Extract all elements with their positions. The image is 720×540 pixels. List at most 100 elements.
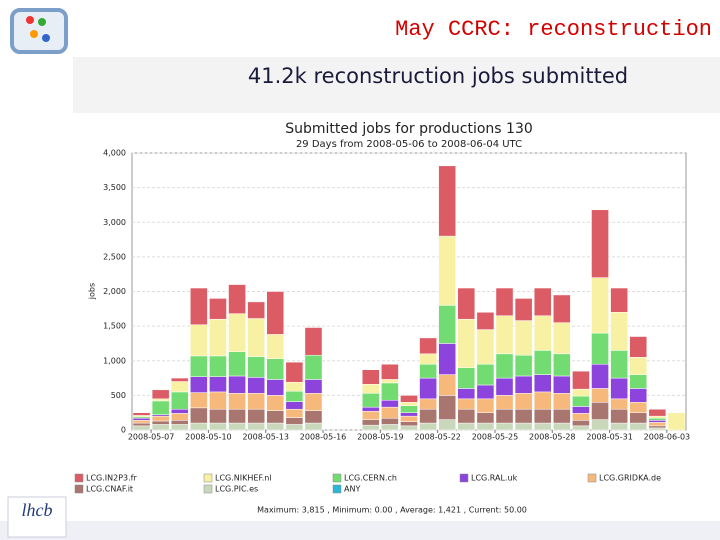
- bar-segment: [132, 422, 151, 427]
- bar-segment: [151, 389, 170, 400]
- bar-segment: [209, 408, 227, 424]
- bar-segment: [285, 381, 304, 392]
- bar-segment: [266, 358, 285, 380]
- bar-segment: [400, 421, 418, 427]
- y-tick-label: 1,000: [103, 356, 126, 365]
- bar-segment: [476, 398, 495, 413]
- bar-segment: [132, 417, 151, 421]
- bar-segment: [304, 393, 323, 411]
- bar-segment: [648, 425, 667, 429]
- legend-label: LCG.CERN.ch: [344, 474, 397, 483]
- bar-segment: [361, 406, 380, 412]
- bar-segment: [457, 318, 476, 368]
- bar-segment: [228, 313, 246, 352]
- bar-segment: [361, 369, 380, 385]
- bar-segment: [304, 354, 323, 380]
- x-tick-label: 2008-05-28: [529, 433, 576, 442]
- bar-segment: [228, 351, 246, 377]
- bar-segment: [648, 408, 667, 417]
- title-band: [73, 57, 720, 113]
- svg-text:lhcb: lhcb: [22, 500, 53, 520]
- legend-swatch: [332, 484, 342, 494]
- bar-segment: [591, 402, 609, 420]
- bar-segment: [553, 422, 571, 431]
- bar-segment: [400, 395, 418, 403]
- legend-label: ANY: [344, 485, 360, 494]
- bar-segment: [533, 350, 552, 375]
- logo: [10, 8, 68, 54]
- legend-label: LCG.NIKHEF.nl: [215, 474, 272, 483]
- bar-segment: [591, 388, 609, 403]
- bar-segment: [419, 353, 437, 365]
- bar-segment: [228, 284, 246, 314]
- bar-segment: [533, 391, 552, 410]
- bar-segment: [381, 399, 399, 408]
- bar-segment: [247, 318, 265, 357]
- bar-segment: [381, 406, 399, 419]
- bar-segment: [629, 412, 648, 424]
- bar-segment: [438, 235, 457, 306]
- lhcb-logo: lhcb: [7, 496, 67, 538]
- legend-swatch: [74, 473, 84, 483]
- slide-title: May CCRC: reconstruction: [395, 17, 712, 42]
- bar-segment: [438, 374, 457, 396]
- bar-segment: [667, 412, 686, 431]
- bar-segment: [553, 322, 571, 355]
- bar-segment: [553, 294, 571, 323]
- legend-label: LCG.GRIDKA.de: [599, 474, 661, 483]
- bar-segment: [495, 422, 514, 431]
- legend-swatch: [74, 484, 84, 494]
- bar-segment: [247, 393, 265, 410]
- bar-segment: [247, 422, 265, 431]
- legend-swatch: [459, 473, 469, 483]
- x-tick-label: 2008-05-16: [300, 433, 347, 442]
- bar-segment: [304, 379, 323, 394]
- bar-segment: [553, 353, 571, 377]
- bar-segment: [304, 422, 323, 431]
- bar-segment: [285, 417, 304, 425]
- bar-segment: [132, 412, 151, 416]
- bar-segment: [514, 408, 533, 424]
- bar-segment: [648, 415, 667, 419]
- bar-segment: [533, 408, 552, 424]
- x-tick-label: 2008-05-13: [242, 433, 289, 442]
- bar-segment: [190, 407, 208, 424]
- bar-segment: [266, 422, 285, 431]
- bar-segment: [266, 410, 285, 424]
- bar-segment: [419, 337, 437, 355]
- bar-segment: [151, 424, 170, 431]
- bar-segment: [419, 363, 437, 379]
- x-tick-label: 2008-05-07: [128, 433, 175, 442]
- bar-segment: [170, 391, 189, 410]
- bar-segment: [151, 400, 170, 416]
- bar-segment: [610, 398, 628, 410]
- bar-segment: [533, 315, 552, 351]
- bar-segment: [553, 375, 571, 394]
- bar-segment: [495, 287, 514, 316]
- y-tick-label: 1,500: [103, 322, 126, 331]
- bar-segment: [476, 384, 495, 400]
- bar-segment: [572, 420, 590, 427]
- legend-swatch: [332, 473, 342, 483]
- bar-segment: [648, 417, 667, 421]
- bar-segment: [381, 424, 399, 431]
- x-tick-label: 2008-05-25: [472, 433, 519, 442]
- chart-subtitle: 29 Days from 2008-05-06 to 2008-06-04 UT…: [296, 139, 522, 150]
- bar-segment: [572, 413, 590, 421]
- bar-segment: [419, 422, 437, 431]
- bar-segment: [495, 353, 514, 379]
- legend-swatch: [203, 473, 213, 483]
- bar-segment: [572, 388, 590, 397]
- chart-title: Submitted jobs for productions 130: [285, 121, 533, 137]
- bar-segment: [572, 370, 590, 390]
- bar-segment: [228, 422, 246, 431]
- bar-segment: [629, 357, 648, 375]
- bar-segment: [381, 379, 399, 384]
- bar-segment: [170, 408, 189, 414]
- legend-swatch: [587, 473, 597, 483]
- bar-segment: [438, 305, 457, 344]
- bar-segment: [629, 388, 648, 403]
- slide-subtitle: 41.2k reconstruction jobs submitted: [248, 64, 628, 88]
- y-tick-label: 2,000: [103, 287, 126, 296]
